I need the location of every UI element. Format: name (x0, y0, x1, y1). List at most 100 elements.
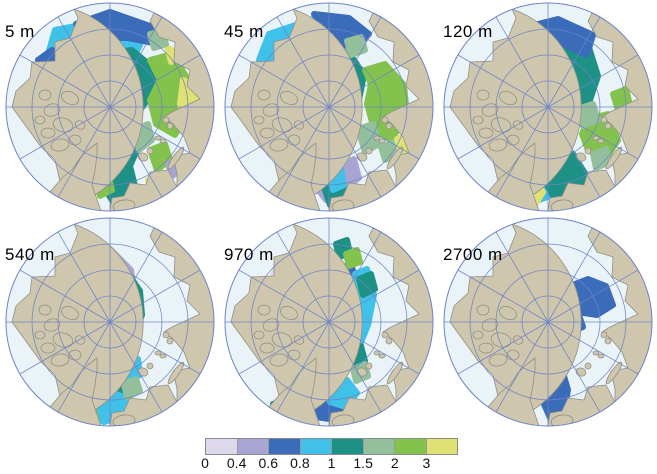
latitude-circle (31, 243, 189, 401)
latitude-circle (521, 295, 575, 349)
map-panel-5m: 5 m (0, 0, 219, 215)
map-rim (224, 217, 434, 427)
novaya-zemlya (167, 361, 185, 385)
svalbard (146, 362, 154, 370)
map-panel-970m: 970 m (219, 215, 438, 430)
island (40, 342, 56, 354)
graticule-layer (6, 3, 214, 211)
island (40, 127, 56, 139)
contour-region-band5 (574, 101, 601, 129)
severnaya-zemlya (166, 337, 174, 345)
depth-label: 5 m (5, 22, 35, 41)
latitude-circle (469, 243, 627, 401)
colorbar-segment-7 (426, 439, 457, 454)
island (61, 305, 79, 321)
graticule-layer (225, 3, 433, 211)
arctic-map-svg (443, 217, 653, 427)
colorbar-segment-4 (332, 439, 364, 454)
arctic-map-svg (224, 217, 434, 427)
colorbar-segment-0 (206, 439, 238, 454)
severnaya-zemlya (600, 116, 608, 124)
map-panel-540m: 540 m (0, 215, 219, 430)
latitude-circle (83, 80, 137, 134)
contour-region-band1 (340, 156, 362, 189)
novaya-zemlya (605, 361, 623, 385)
island (68, 134, 82, 146)
severnaya-zemlya (385, 122, 393, 130)
map-rim (443, 217, 653, 427)
severnaya-zemlya (166, 122, 174, 130)
island (269, 138, 289, 152)
graticule-layer (6, 218, 214, 426)
contour-region-band5 (344, 34, 368, 58)
colorbar-tick-label: 3 (422, 455, 431, 471)
arctic-map-svg (443, 2, 653, 212)
map-rim (443, 2, 653, 212)
island (253, 330, 265, 340)
colorbar-segment-2 (269, 439, 301, 454)
latitude-circle (302, 295, 356, 349)
island (280, 305, 298, 321)
island (472, 330, 484, 340)
latitude-circle (276, 54, 382, 160)
island (257, 89, 271, 101)
island (490, 117, 512, 133)
contour-region-band5 (121, 376, 143, 400)
map-panel-120m: 120 m (438, 0, 657, 215)
franz-josef-land (154, 135, 162, 141)
island (478, 342, 494, 354)
colorbar-tick-label: 0.6 (258, 455, 278, 471)
arctic-map-svg (5, 217, 215, 427)
novaya-zemlya (167, 146, 185, 170)
severnaya-zemlya (381, 331, 389, 339)
franz-josef-land (378, 138, 386, 144)
island (280, 90, 298, 106)
island (472, 115, 484, 125)
severnaya-zemlya (604, 122, 612, 130)
franz-josef-land (373, 135, 381, 141)
latitude-circle (302, 80, 356, 134)
graticule-layer (444, 218, 652, 426)
map-panel-2700m: 2700 m (438, 215, 657, 430)
franz-josef-land (592, 135, 600, 141)
arctic-map-svg (5, 2, 215, 212)
island (34, 330, 46, 340)
severnaya-zemlya (162, 116, 170, 124)
depth-label: 120 m (443, 22, 493, 41)
island (52, 332, 74, 348)
severnaya-zemlya (385, 337, 393, 345)
colorbar-tick-label: 2 (390, 455, 399, 471)
island (259, 127, 275, 139)
island (490, 332, 512, 348)
island (488, 138, 508, 152)
severnaya-zemlya (600, 331, 608, 339)
depth-label: 970 m (224, 245, 274, 264)
island (476, 304, 490, 316)
depth-label: 45 m (224, 22, 264, 41)
colorbar-segment-3 (300, 439, 332, 454)
franz-josef-land (159, 353, 167, 359)
island (476, 89, 490, 101)
map-content (444, 218, 652, 426)
map-content (6, 218, 214, 426)
island (269, 353, 289, 367)
map-panel-45m: 45 m (219, 0, 438, 215)
colorbar-tick-label: 1 (327, 455, 336, 471)
latitude-circle (83, 295, 137, 349)
colorbar-tick-label: 0.4 (226, 455, 247, 471)
latitude-circle (57, 269, 163, 375)
island (34, 115, 46, 125)
franz-josef-land (159, 138, 167, 144)
island (506, 349, 520, 361)
island (506, 134, 520, 146)
latitude-circle (495, 54, 601, 160)
colorbar-tick-label: 0.8 (290, 455, 310, 471)
island (257, 304, 271, 316)
island (287, 134, 301, 146)
arctic-map-svg (224, 2, 434, 212)
colorbar-segment-5 (363, 439, 395, 454)
franz-josef-land (154, 350, 162, 356)
graticule-layer (444, 3, 652, 211)
island (488, 353, 508, 367)
